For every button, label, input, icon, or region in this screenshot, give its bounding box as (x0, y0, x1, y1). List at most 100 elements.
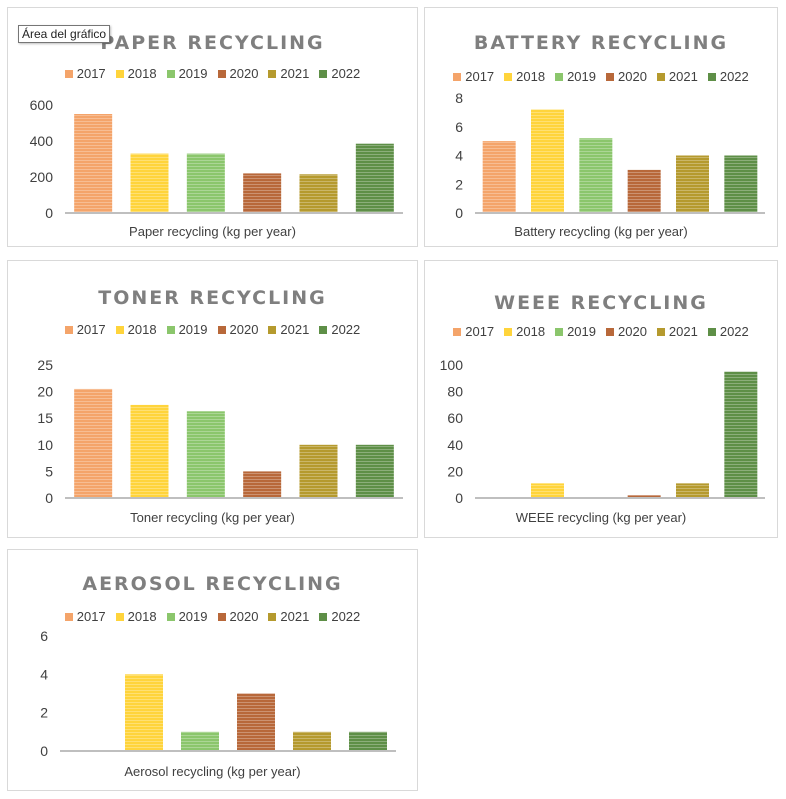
y-tick-label: 5 (45, 463, 53, 479)
chart-panel-paper[interactable]: PAPER RECYCLING 2017 2018 2019 2020 2021 2022… (7, 7, 418, 247)
legend-swatch (64, 612, 73, 621)
legend-swatch (656, 72, 665, 81)
chart-panel-toner[interactable]: TONER RECYCLING 2017 2018 2019 2020 2021 2022… (7, 260, 418, 538)
chart-legend: 2017 2018 2019 2020 2021 2022 (425, 324, 777, 339)
legend-swatch (453, 72, 462, 81)
legend-label: 2020 (229, 609, 259, 624)
chart-panel-weee[interactable]: WEEE RECYCLING 2017 2018 2019 2020 2021 2022 … (424, 260, 778, 538)
bar-2021 (676, 483, 709, 498)
legend-label: 2019 (567, 324, 596, 339)
y-tick-label: 6 (40, 628, 48, 644)
legend-swatch (504, 327, 513, 336)
legend-item-2018: 2018 (115, 66, 157, 81)
y-tick-label: 200 (30, 169, 54, 185)
legend-swatch (115, 69, 124, 78)
bar-2018 (130, 404, 169, 498)
chart-title: AEROSOL RECYCLING (82, 573, 343, 595)
legend-item-2019: 2019 (166, 322, 208, 337)
bar-2021 (299, 444, 338, 498)
chart-panel-aerosol[interactable]: AEROSOL RECYCLING 2017 2018 2019 2020 2021 20… (7, 549, 418, 791)
legend-swatch (115, 612, 124, 621)
y-tick-label: 25 (37, 357, 53, 373)
y-tick-label: 0 (455, 490, 463, 506)
legend-label: 2022 (719, 324, 749, 339)
y-tick-label: 15 (37, 410, 53, 426)
x-axis-label: Toner recycling (kg per year) (130, 510, 295, 525)
y-tick-label: 20 (447, 463, 463, 479)
bar-2022 (724, 371, 758, 498)
bar-2020 (627, 495, 661, 498)
chart-plot: 0 2 4 6 8 (455, 90, 765, 221)
legend-item-2020: 2020 (217, 322, 258, 337)
bar-2020 (237, 693, 275, 751)
legend-item-2022: 2022 (707, 69, 749, 84)
y-tick-label: 80 (447, 384, 463, 400)
bar-2022 (355, 444, 394, 498)
legend-swatch (555, 327, 564, 336)
legend-swatch (268, 325, 277, 334)
y-tick-label: 2 (455, 176, 463, 192)
bar-2017 (74, 388, 113, 498)
chart-legend: 2017 2018 2019 2020 2021 2022 (8, 322, 417, 337)
legend-label: 2020 (618, 324, 647, 339)
legend-label: 2021 (280, 66, 310, 81)
legend-item-2021: 2021 (656, 69, 698, 84)
y-tick-label: 0 (45, 490, 53, 506)
bar-2021 (293, 731, 331, 751)
legend-swatch (268, 612, 277, 621)
y-tick-label: 20 (37, 384, 53, 400)
legend-swatch (166, 325, 175, 334)
legend-label: 2018 (127, 66, 157, 81)
bar-2019 (181, 731, 219, 751)
y-tick-label: 0 (40, 743, 48, 759)
bar-2018 (531, 109, 564, 213)
legend-item-2021: 2021 (268, 322, 309, 337)
bar-2017 (74, 114, 113, 213)
chart-panel-battery[interactable]: BATTERY RECYCLING 2017 2018 2019 2020 2021 20… (424, 7, 778, 247)
legend-swatch (319, 612, 328, 621)
legend-swatch (707, 327, 716, 336)
legend-item-2018: 2018 (504, 69, 545, 84)
legend-swatch (217, 325, 226, 334)
legend-label: 2020 (618, 69, 647, 84)
chart-legend: 2017 2018 2019 2020 2021 2022 (8, 609, 417, 624)
legend-item-2018: 2018 (504, 324, 545, 339)
legend-item-2017: 2017 (64, 609, 106, 624)
bar-2021 (299, 174, 338, 213)
y-tick-label: 4 (40, 666, 48, 682)
legend-swatch (64, 69, 73, 78)
legend-item-2022: 2022 (319, 66, 360, 81)
y-tick-label: 2 (40, 705, 48, 721)
legend-label: 2021 (668, 69, 698, 84)
legend-label: 2021 (668, 324, 698, 339)
legend-item-2018: 2018 (115, 609, 157, 624)
legend-swatch (555, 72, 564, 81)
legend-swatch (166, 612, 175, 621)
bar-2019 (186, 153, 225, 213)
legend-item-2020: 2020 (606, 69, 647, 84)
legend-label: 2022 (719, 69, 749, 84)
legend-swatch (319, 69, 328, 78)
y-tick-label: 40 (447, 437, 463, 453)
legend-swatch (166, 69, 175, 78)
legend-label: 2018 (127, 322, 157, 337)
legend-item-2021: 2021 (268, 66, 309, 81)
legend-label: 2022 (331, 322, 361, 337)
y-tick-label: 10 (37, 437, 53, 453)
chart-plot: 0 5 10 15 20 25 (37, 357, 403, 506)
legend-swatch (656, 327, 665, 336)
bar-2018 (125, 674, 163, 751)
legend-item-2020: 2020 (606, 324, 647, 339)
legend-label: 2021 (280, 322, 310, 337)
legend-swatch (217, 612, 226, 621)
legend-label: 2020 (229, 66, 259, 81)
legend-item-2019: 2019 (555, 69, 596, 84)
legend-swatch (115, 325, 124, 334)
legend-item-2017: 2017 (64, 322, 106, 337)
legend-item-2022: 2022 (707, 324, 749, 339)
legend-swatch (606, 327, 614, 336)
y-tick-label: 8 (455, 90, 463, 106)
legend-item-2019: 2019 (166, 609, 208, 624)
legend-item-2020: 2020 (217, 66, 259, 81)
legend-item-2018: 2018 (115, 322, 157, 337)
